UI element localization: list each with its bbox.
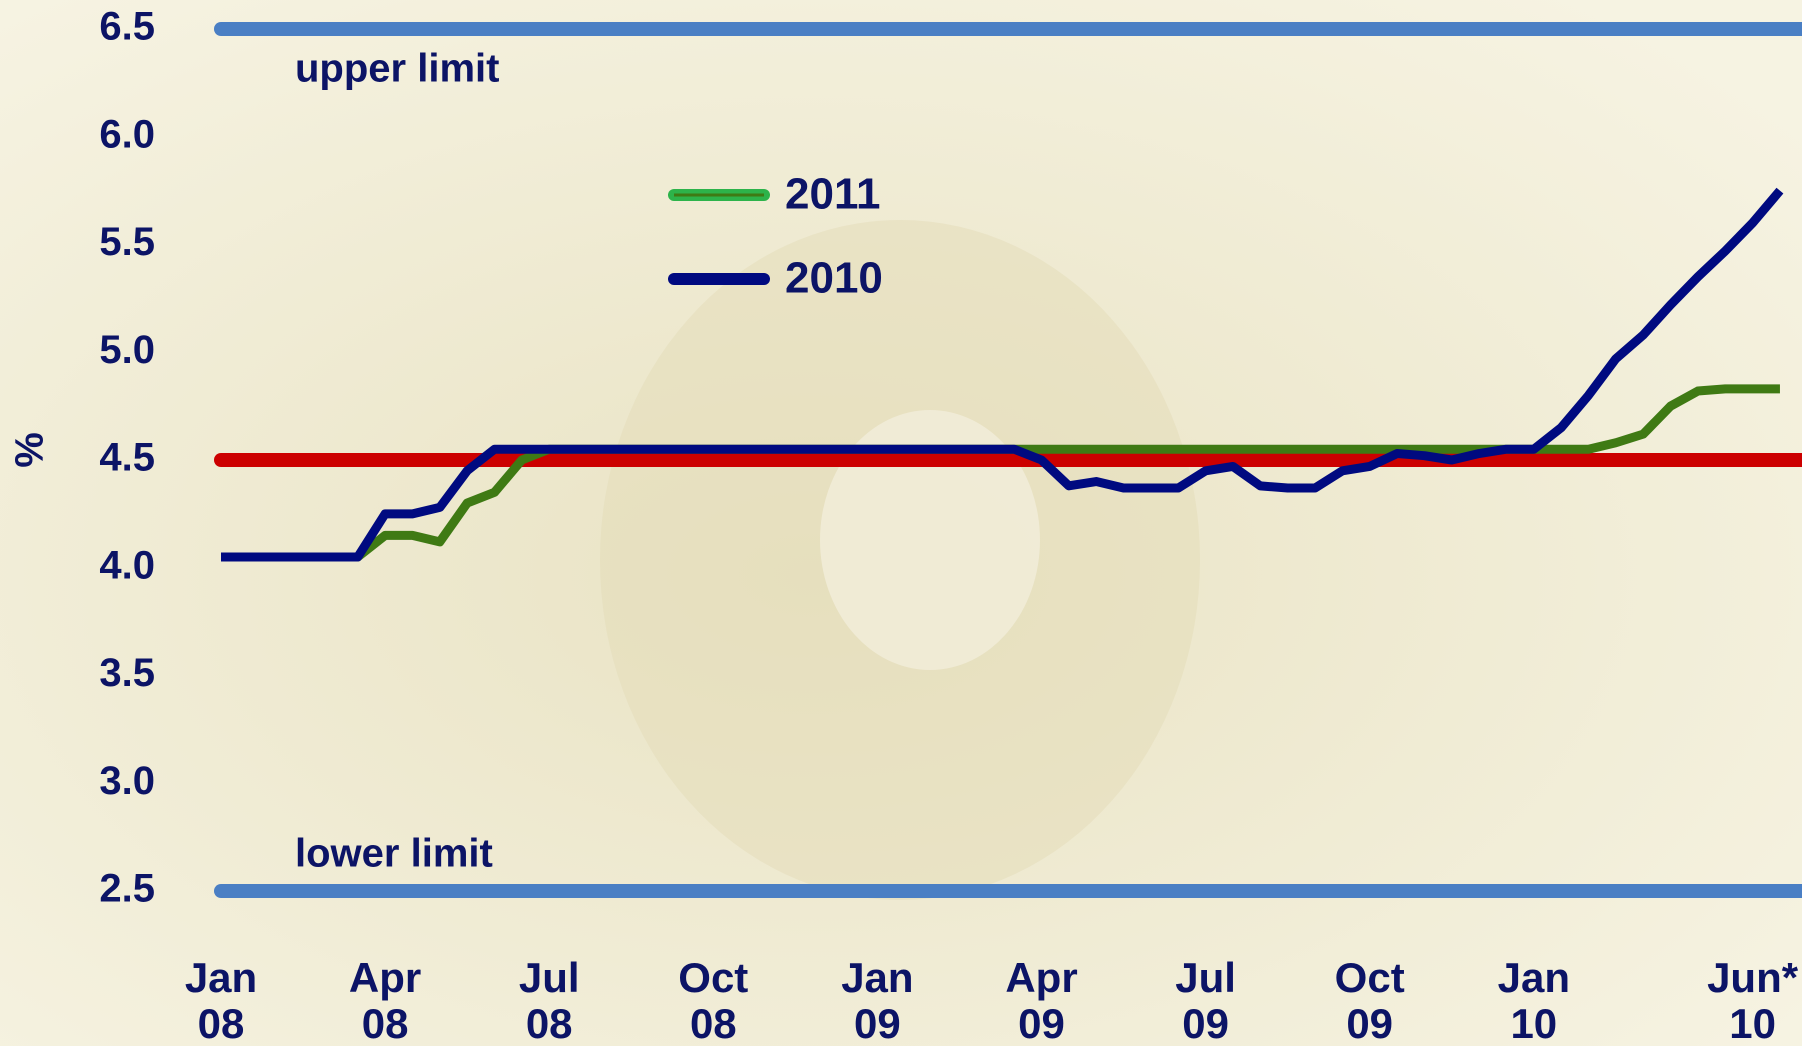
legend-label: 2010 bbox=[785, 254, 883, 303]
y-tick-label: 3.0 bbox=[99, 759, 155, 803]
x-tick-label: Apr 08 bbox=[330, 955, 440, 1046]
x-tick-label: Jan 10 bbox=[1479, 955, 1589, 1046]
x-tick-label: Jun* 10 bbox=[1698, 955, 1802, 1046]
y-axis-label: % bbox=[8, 432, 52, 468]
reference-label: lower limit bbox=[295, 832, 493, 876]
y-tick-label: 6.5 bbox=[99, 5, 155, 49]
y-tick-label: 2.5 bbox=[99, 867, 155, 911]
x-tick-label: Oct 08 bbox=[658, 955, 768, 1046]
x-tick-label: Oct 09 bbox=[1315, 955, 1425, 1046]
x-tick-label: Jan 09 bbox=[822, 955, 932, 1046]
y-tick-label: 4.0 bbox=[99, 543, 155, 587]
reference-label: upper limit bbox=[295, 47, 499, 91]
x-tick-label: Jan 08 bbox=[166, 955, 276, 1046]
chart: % 2.5 3.0 3.5 4.0 4.5 5.0 5.5 6.0 6.5 upper limit… bbox=[0, 0, 1802, 1046]
x-tick-label: Jul 09 bbox=[1151, 955, 1261, 1046]
y-tick-label: 3.5 bbox=[99, 651, 155, 695]
x-tick-label: Jul 08 bbox=[494, 955, 604, 1046]
y-tick-label: 4.5 bbox=[99, 436, 155, 480]
x-tick-label: Apr 09 bbox=[987, 955, 1097, 1046]
y-tick-label: 6.0 bbox=[99, 112, 155, 156]
y-tick-label: 5.0 bbox=[99, 328, 155, 372]
y-tick-label: 5.5 bbox=[99, 220, 155, 264]
legend-label: 2011 bbox=[785, 170, 880, 219]
page: {"chart_data":{"type":"line","y_label":"… bbox=[0, 0, 1802, 1046]
